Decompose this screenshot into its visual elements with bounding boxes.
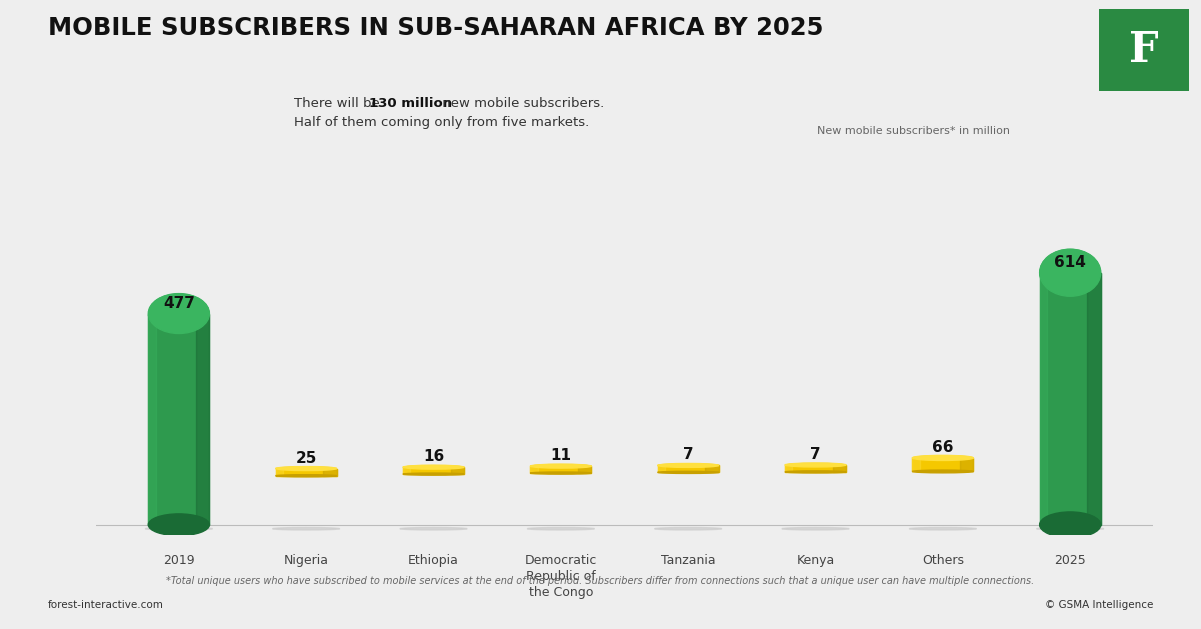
Text: MOBILE SUBSCRIBERS IN SUB-SAHARAN AFRICA BY 2025: MOBILE SUBSCRIBERS IN SUB-SAHARAN AFRICA… (48, 16, 824, 40)
Text: © GSMA Intelligence: © GSMA Intelligence (1045, 600, 1153, 610)
Bar (705, 465, 718, 472)
Ellipse shape (1036, 528, 1104, 530)
Text: forest-interactive.com: forest-interactive.com (48, 600, 163, 610)
Ellipse shape (531, 472, 591, 474)
Ellipse shape (658, 464, 718, 467)
Bar (531, 466, 538, 473)
Ellipse shape (148, 294, 209, 333)
Ellipse shape (913, 455, 974, 460)
Text: 477: 477 (163, 296, 195, 311)
Bar (1087, 273, 1101, 525)
Text: New mobile subscribers* in million: New mobile subscribers* in million (817, 126, 1010, 136)
Text: 614: 614 (1054, 255, 1086, 270)
Bar (404, 467, 411, 474)
Bar (450, 467, 464, 474)
Ellipse shape (913, 470, 974, 473)
Bar (323, 469, 336, 476)
Text: There will be: There will be (294, 97, 384, 111)
Text: 25: 25 (295, 450, 317, 465)
Bar (148, 313, 156, 525)
Ellipse shape (658, 471, 718, 474)
Text: new mobile subscribers.: new mobile subscribers. (438, 97, 604, 111)
Ellipse shape (400, 528, 467, 530)
Bar (913, 458, 920, 472)
Bar (196, 313, 209, 525)
Bar (785, 465, 793, 472)
Bar (531, 466, 591, 473)
Text: *Total unique users who have subscribed to mobile services at the end of the per: *Total unique users who have subscribed … (167, 576, 1034, 586)
Ellipse shape (275, 467, 336, 470)
Bar (960, 458, 974, 472)
Ellipse shape (1040, 249, 1101, 296)
Ellipse shape (273, 528, 340, 530)
Bar (404, 467, 464, 474)
Ellipse shape (531, 464, 591, 468)
Ellipse shape (655, 528, 722, 530)
Bar (275, 469, 283, 476)
Ellipse shape (909, 528, 976, 530)
Bar (913, 458, 974, 472)
Bar (1040, 273, 1047, 525)
Bar (658, 465, 718, 472)
Bar (658, 465, 665, 472)
Ellipse shape (145, 528, 213, 530)
Ellipse shape (404, 473, 464, 475)
Text: 7: 7 (811, 447, 820, 462)
Ellipse shape (275, 475, 336, 477)
Ellipse shape (785, 471, 846, 473)
Ellipse shape (1040, 512, 1101, 538)
Text: 130 million: 130 million (369, 97, 452, 111)
Ellipse shape (785, 463, 846, 467)
Text: 16: 16 (423, 449, 444, 464)
Text: F: F (1129, 30, 1159, 71)
Text: 66: 66 (932, 440, 954, 455)
Ellipse shape (527, 528, 594, 530)
Bar (578, 466, 591, 473)
Bar (275, 469, 336, 476)
Text: 11: 11 (550, 448, 572, 463)
Bar (832, 465, 846, 472)
Bar (785, 465, 846, 472)
Text: Half of them coming only from five markets.: Half of them coming only from five marke… (294, 116, 590, 130)
Bar (1040, 273, 1101, 525)
Ellipse shape (782, 528, 849, 530)
Ellipse shape (404, 465, 464, 469)
Ellipse shape (148, 514, 209, 536)
Bar (148, 313, 209, 525)
Text: 7: 7 (683, 447, 693, 462)
